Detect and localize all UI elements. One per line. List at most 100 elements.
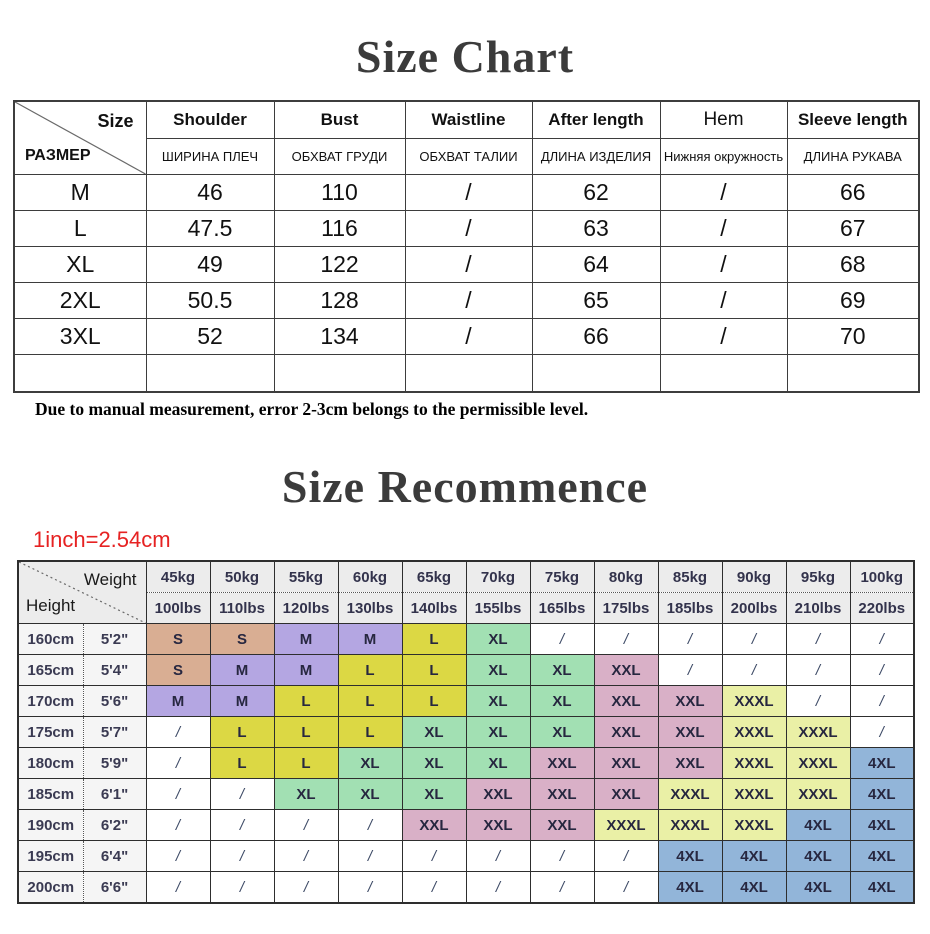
recommended-size-cell: M [209, 654, 275, 686]
recommended-size-cell: L [337, 716, 403, 748]
diagonal-divider-line [15, 102, 146, 174]
size-chart-row: 2XL 50.5 128/65/69 [13, 282, 920, 319]
no-size-cell: / [145, 871, 211, 904]
recommended-size-cell: XXXL [721, 716, 787, 748]
weight-header-row-kg: Weight Height 45kg 50kg 55kg 60kg 65kg 70kg 75kg… [17, 560, 915, 624]
weight-kg-header: 60kg [337, 560, 403, 593]
measurement-cell: 128 [273, 282, 406, 319]
measurement-cell: 66 [786, 174, 920, 211]
weight-lbs-header: 185lbs [657, 592, 723, 624]
recommended-size-cell: XXXL [657, 778, 723, 810]
recommended-size-cell: 4XL [657, 871, 723, 904]
weight-kg-header: 90kg [721, 560, 787, 593]
measurement-cell: 68 [786, 246, 920, 283]
height-cm-cell: 200cm [17, 871, 84, 904]
no-size-cell: / [337, 809, 403, 841]
measurement-cell: 110 [273, 174, 406, 211]
measurement-cell [531, 354, 661, 393]
weight-lbs-header: 165lbs [529, 592, 595, 624]
recommended-size-cell: S [145, 654, 211, 686]
recommended-size-cell: 4XL [849, 871, 915, 904]
no-size-cell: / [465, 871, 531, 904]
size-chart-header-row-en: Size РАЗМЕР Shoulder Bust Waistline After len… [13, 100, 920, 175]
recommended-size-cell: M [145, 685, 211, 717]
no-size-cell: / [337, 840, 403, 872]
recommended-size-cell: L [273, 685, 339, 717]
recommended-size-cell: M [337, 623, 403, 655]
recommended-size-cell: XL [465, 747, 531, 779]
no-size-cell: / [273, 871, 339, 904]
size-chart-table: Size РАЗМЕР Shoulder Bust Waistline After len… [13, 100, 920, 393]
recommended-size-cell: L [401, 685, 467, 717]
weight-lbs-header: 155lbs [465, 592, 531, 624]
measurement-cell: / [659, 174, 788, 211]
measurement-note: Due to manual measurement, error 2-3cm b… [35, 399, 589, 419]
recommended-size-cell: L [209, 716, 275, 748]
weight-height-corner-cell-top-label: Weight [83, 570, 137, 589]
recommended-size-cell: XXL [657, 747, 723, 779]
size-recommence-row: 185cm 6'1" / / XL XL XL XXL XXL XXL XXXL XXXL XXXL 4X… [17, 778, 915, 810]
size-corner-cell-top-label: Size [97, 111, 134, 131]
weight-lbs-header: 100lbs [145, 592, 211, 624]
recommended-size-cell: XL [401, 716, 467, 748]
height-ft-cell: 6'2" [82, 809, 147, 841]
measurement-cell: 52 [145, 318, 275, 355]
size-label-cell: 3XL [13, 318, 147, 355]
recommended-size-cell: S [209, 623, 275, 655]
measurement-cell: 70 [786, 318, 920, 355]
size-recommence-title: Size Recommence [281, 461, 649, 512]
height-cm-cell: 180cm [17, 747, 84, 779]
recommended-size-cell: XXXL [721, 778, 787, 810]
no-size-cell: / [273, 809, 339, 841]
recommended-size-cell: 4XL [657, 840, 723, 872]
no-size-cell: / [721, 654, 787, 686]
recommended-size-cell: XL [529, 685, 595, 717]
measurement-cell: 63 [531, 210, 661, 247]
measurement-cell: / [404, 282, 533, 319]
recommended-size-cell: L [209, 747, 275, 779]
size-chart-title: Size Chart [355, 31, 575, 82]
recommended-size-cell: XXL [657, 716, 723, 748]
height-cm-cell: 160cm [17, 623, 84, 655]
size-recommence-row: 165cm 5'4" S M M L L XL XL XXL / / / / [17, 654, 915, 686]
recommended-size-cell: XL [401, 747, 467, 779]
no-size-cell: / [785, 623, 851, 655]
no-size-cell: / [401, 871, 467, 904]
height-ft-cell: 5'9" [82, 747, 147, 779]
recommended-size-cell: XXXL [721, 747, 787, 779]
height-ft-cell: 5'7" [82, 716, 147, 748]
recommended-size-cell: 4XL [785, 809, 851, 841]
recommended-size-cell: XL [529, 716, 595, 748]
column-header-ru: ОБХВАТ ГРУДИ [273, 138, 406, 175]
size-label-cell [13, 354, 147, 393]
measurement-cell: / [659, 282, 788, 319]
size-label-cell: 2XL [13, 282, 147, 319]
weight-lbs-header: 110lbs [209, 592, 275, 624]
weight-kg-header: 75kg [529, 560, 595, 593]
size-recommence-row: 195cm 6'4" / / / / / / //4XL 4XL 4XL 4XL [17, 840, 915, 872]
inch-conversion-note: 1inch=2.54cm [33, 527, 171, 552]
recommended-size-cell: 4XL [849, 809, 915, 841]
weight-kg-header: 80kg [593, 560, 659, 593]
no-size-cell: / [849, 716, 915, 748]
size-recommence-row: 175cm 5'7" / L L L XL XL XL XXL XXL XXXL XXXL / [17, 716, 915, 748]
measurement-cell: 46 [145, 174, 275, 211]
column-header-ru: ДЛИНА РУКАВА [786, 138, 920, 175]
measurement-cell: 47.5 [145, 210, 275, 247]
height-ft-cell: 6'6" [82, 871, 147, 904]
recommended-size-cell: M [273, 654, 339, 686]
column-header-en: After length [531, 100, 661, 139]
weight-lbs-header: 120lbs [273, 592, 339, 624]
measurement-cell [786, 354, 920, 393]
column-header-en: Sleeve length [786, 100, 920, 139]
weight-lbs-header: 130lbs [337, 592, 403, 624]
recommended-size-cell: M [273, 623, 339, 655]
size-recommence-row: 190cm 6'2" / / / / XXL XXL XXL XXXL XXXL XXXL 4XL 4XL [17, 809, 915, 841]
size-chart-row: 3XL 52 134/66/70 [13, 318, 920, 355]
recommended-size-cell: XXXL [721, 685, 787, 717]
size-recommence-row: 160cm 5'2" S S M M L XL / / / / / / [17, 623, 915, 655]
recommended-size-cell: XXL [593, 685, 659, 717]
recommended-size-cell: L [273, 747, 339, 779]
recommended-size-cell: XL [465, 685, 531, 717]
